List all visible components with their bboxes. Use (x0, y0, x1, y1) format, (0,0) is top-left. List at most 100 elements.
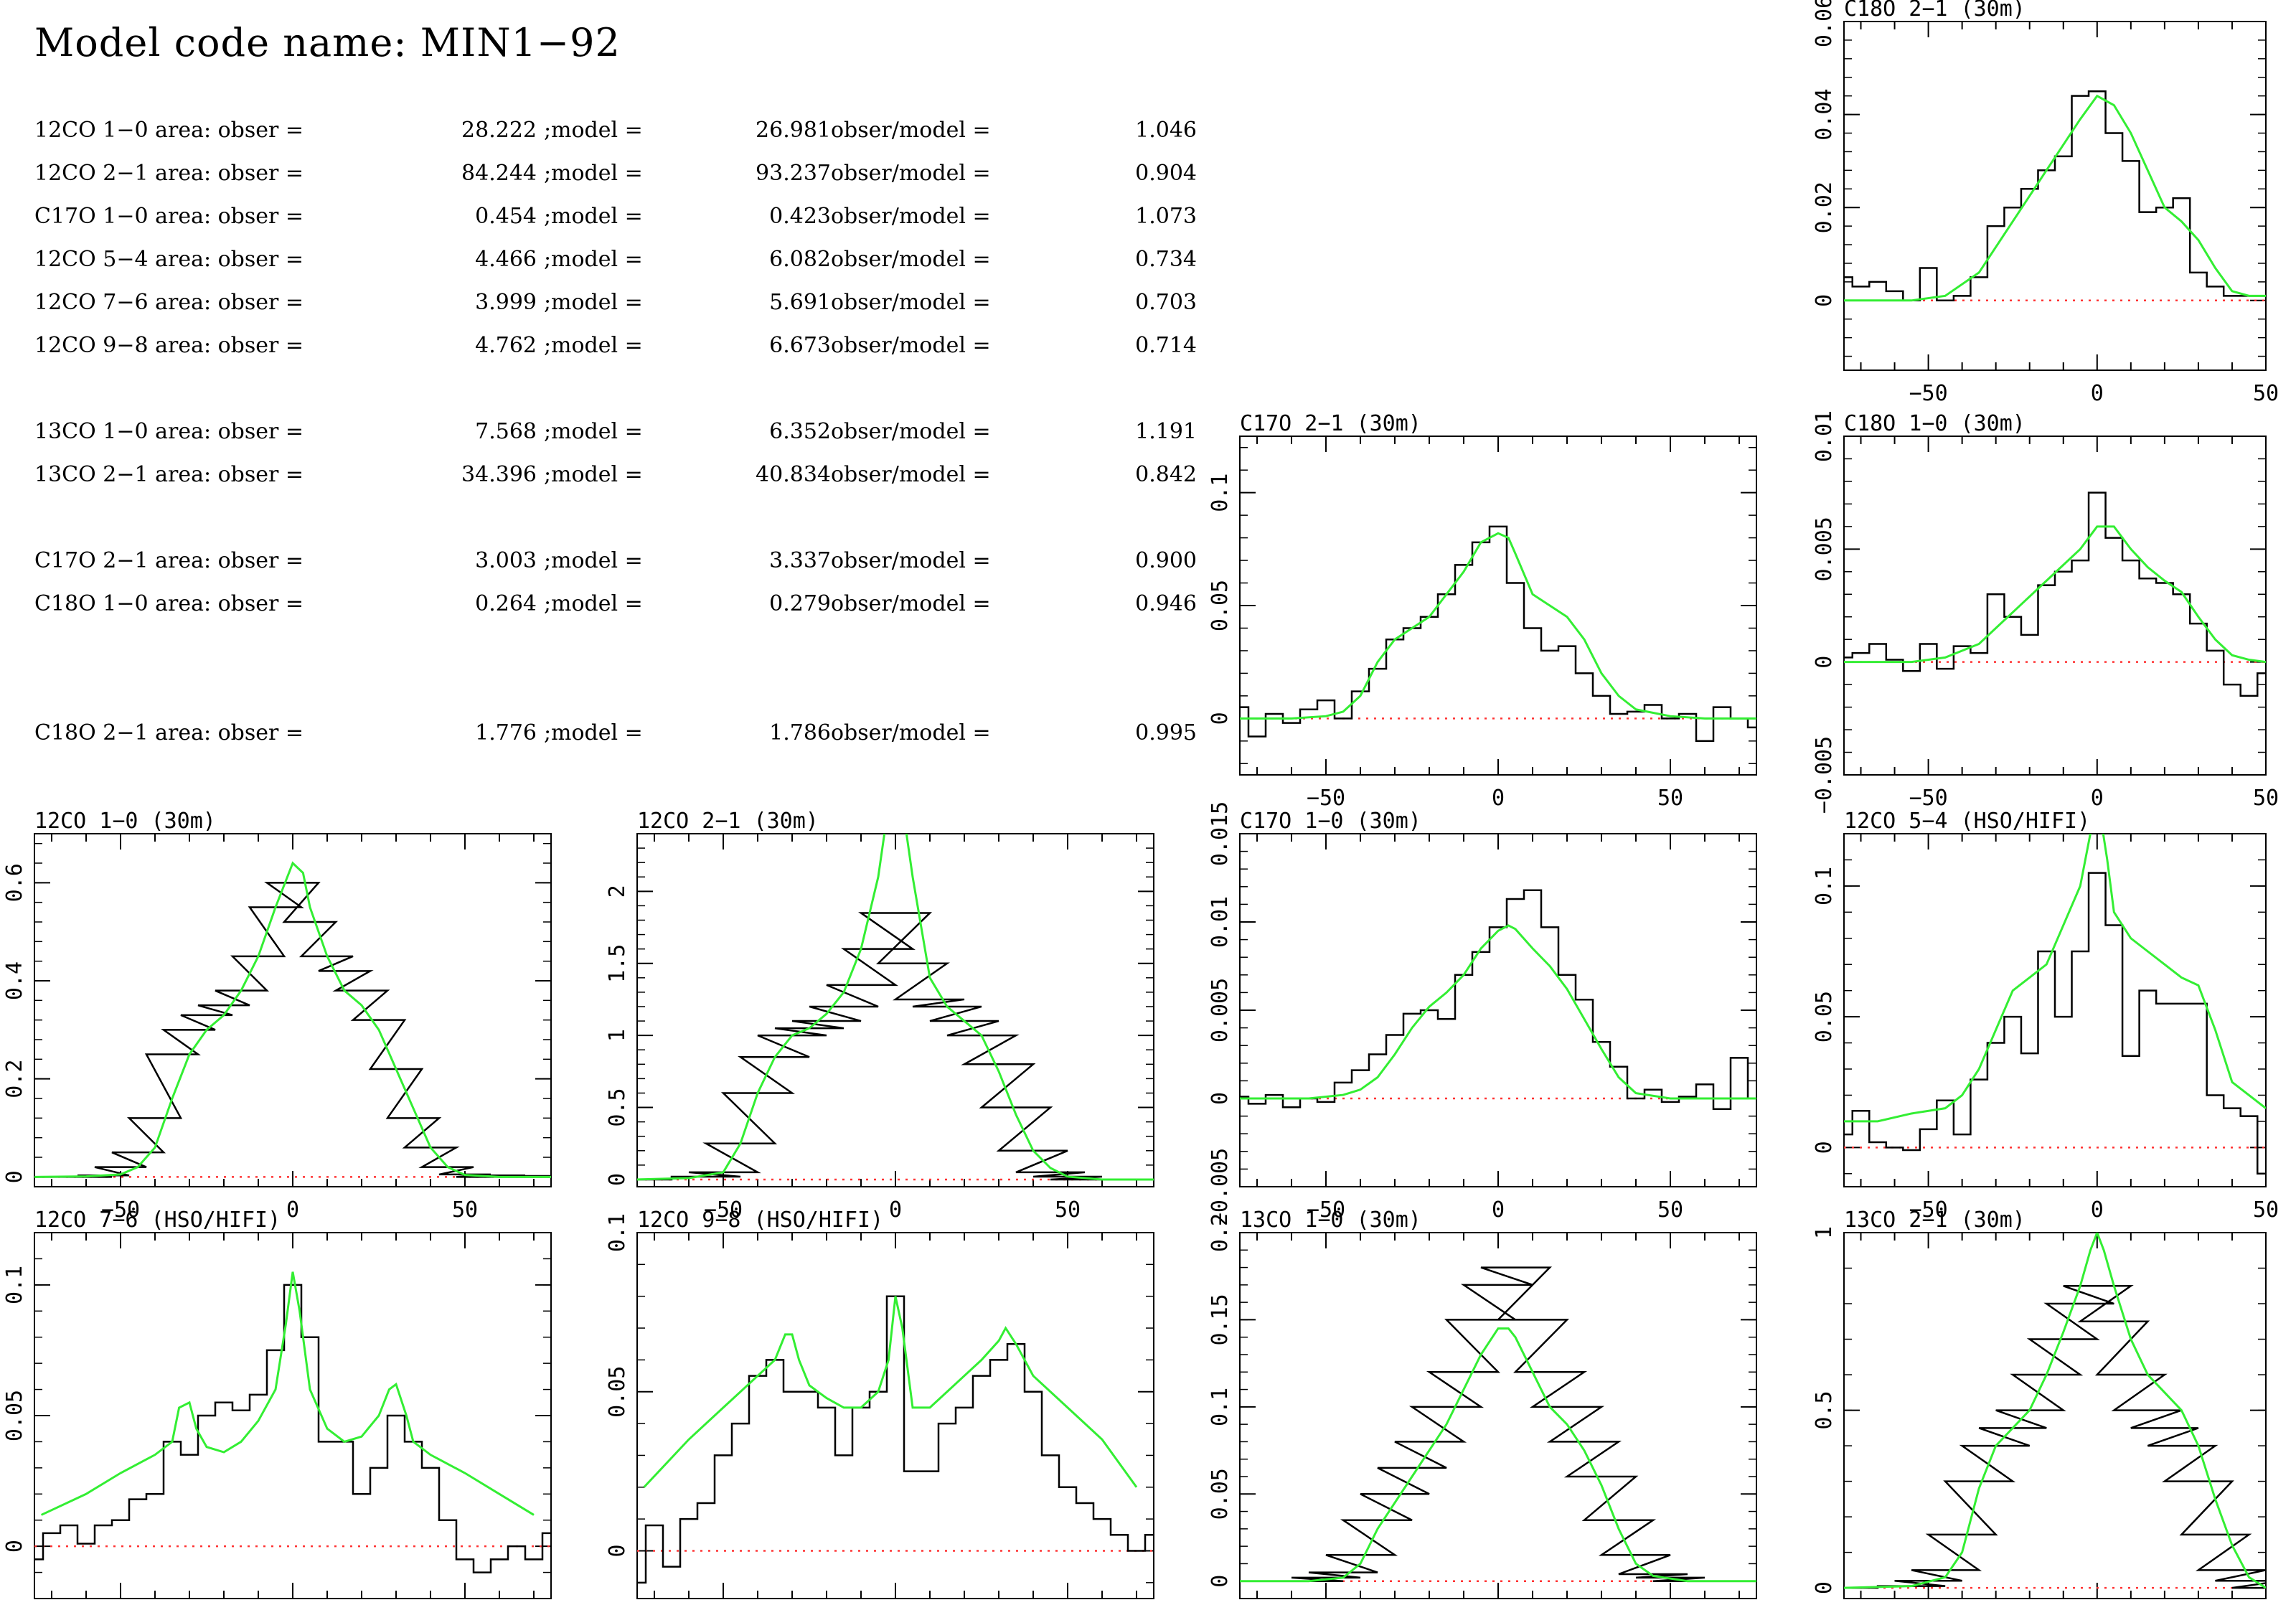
x-tick-label: 50 (1055, 1197, 1081, 1223)
stats-ratio: 0.900 (1135, 548, 1197, 573)
chart-title: 12CO 7−6 (HSO/HIFI) (34, 1208, 281, 1233)
stats-obs: 4.762 (475, 333, 537, 358)
y-tick-label: 0.005 (1812, 517, 1837, 581)
stats-semi: ; (544, 204, 552, 229)
stats-semi: ; (544, 118, 552, 143)
stats-semi: ; (544, 247, 552, 272)
y-tick-label: 0.04 (1812, 88, 1837, 140)
stats-model: 6.673 (769, 333, 831, 358)
y-tick-label: 0.15 (1208, 1294, 1233, 1345)
plot-frame (1239, 436, 1757, 776)
stats-ratio-label: obser/model = (831, 204, 991, 229)
y-tick-label: 0 (605, 1173, 630, 1186)
y-tick-label: 0 (1812, 1581, 1837, 1594)
x-tick-label: 0 (286, 1197, 299, 1223)
plot-frame (1843, 21, 2267, 371)
x-tick-label: −50 (704, 1197, 743, 1223)
stats-ratio-label: obser/model = (831, 462, 991, 487)
y-tick-label: 0 (1812, 1141, 1837, 1154)
stats-obs: 7.568 (475, 419, 537, 444)
stats-label: C18O 1−0 area: obser = (34, 591, 304, 616)
stats-model: 3.337 (769, 548, 831, 573)
stats-ratio-label: obser/model = (831, 548, 991, 573)
y-tick-label: 1.5 (605, 944, 630, 983)
stats-ratio-label: obser/model = (831, 333, 991, 358)
x-tick-label: −50 (1909, 381, 1948, 406)
area-ratio-table: 12CO 1−0 area: obser = 28.222; model = 26.9… (0, 0, 1220, 789)
stats-semi: ; (544, 333, 552, 358)
y-tick-label: 0.2 (1208, 1213, 1233, 1252)
stats-model-label: model = (551, 333, 643, 358)
y-tick-label: 0.1 (1208, 1388, 1233, 1426)
stats-obs: 0.264 (475, 591, 537, 616)
chart-title: 12CO 9−8 (HSO/HIFI) (637, 1208, 883, 1233)
stats-model-label: model = (551, 462, 643, 487)
observed-spectrum (637, 912, 1154, 1181)
x-tick-label: 50 (1657, 786, 1683, 811)
stats-obs: 28.222 (461, 118, 537, 143)
chart-panel-co54: 12CO 5−4 (HSO/HIFI) −50 0 50 0 0.05 0.1 (1812, 809, 2279, 1223)
model-spectrum (1844, 525, 2266, 664)
x-tick-label: 50 (2253, 786, 2279, 811)
page-title: Model code name: MIN1−92 (34, 20, 621, 65)
stats-ratio: 0.995 (1135, 720, 1197, 745)
stats-obs: 3.999 (475, 290, 537, 315)
x-tick-label: −50 (101, 1197, 140, 1223)
chart-title: 12CO 1−0 (30m) (34, 809, 216, 834)
stats-obs: 1.776 (475, 720, 537, 745)
stats-model: 5.691 (769, 290, 831, 315)
stats-semi: ; (544, 161, 552, 186)
chart-panel-c18o21: C18O 2−1 (30m) −50 0 50 0 0.02 0.04 0.06 (1812, 0, 2279, 406)
chart-title: 13CO 1−0 (30m) (1240, 1208, 1421, 1233)
observed-spectrum (1844, 90, 2266, 302)
plot-frame (1239, 833, 1757, 1187)
x-tick-label: −50 (1909, 786, 1948, 811)
stats-ratio-label: obser/model = (831, 591, 991, 616)
observed-spectrum (1844, 491, 2266, 697)
observed-spectrum (1240, 889, 1756, 1111)
chart-panel-co21: 12CO 2−1 (30m) −50 0 50 0 0.5 1 1.5 2 (605, 809, 1154, 1223)
model-spectrum (1240, 532, 1756, 720)
plot-frame (1239, 1232, 1757, 1599)
y-tick-label: 0 (1208, 712, 1233, 725)
stats-semi: ; (544, 290, 552, 315)
stats-ratio: 0.904 (1135, 161, 1197, 186)
y-tick-label: 0.2 (2, 1060, 27, 1098)
stats-model: 40.834 (756, 462, 831, 487)
plot-frame (34, 1232, 552, 1599)
stats-obs: 34.396 (461, 462, 537, 487)
stats-model-label: model = (551, 204, 643, 229)
y-tick-label: 0.4 (2, 961, 27, 1000)
stats-label: 12CO 5−4 area: obser = (34, 247, 304, 272)
model-spectrum (1240, 1327, 1756, 1583)
stats-ratio: 0.946 (1135, 591, 1197, 616)
stats-ratio: 1.191 (1135, 419, 1197, 444)
y-tick-label: 0.1 (1208, 474, 1233, 512)
y-tick-label: 0.5 (605, 1088, 630, 1126)
observed-spectrum (1844, 872, 2266, 1175)
stats-label: 13CO 2−1 area: obser = (34, 462, 304, 487)
x-tick-label: 0 (2091, 1197, 2104, 1223)
observed-spectrum (34, 882, 551, 1178)
observed-spectrum (34, 1284, 551, 1573)
stats-label: C17O 1−0 area: obser = (34, 204, 304, 229)
stats-label: 12CO 1−0 area: obser = (34, 118, 304, 143)
stats-ratio: 0.714 (1135, 333, 1197, 358)
x-tick-label: −50 (1307, 786, 1345, 811)
y-tick-label: 0 (1812, 294, 1837, 307)
observed-spectrum (1240, 525, 1756, 743)
x-tick-label: 0 (2091, 786, 2104, 811)
x-tick-label: 50 (2253, 381, 2279, 406)
plot-frame (1843, 1232, 2267, 1599)
stats-ratio-label: obser/model = (831, 161, 991, 186)
plot-frame (1843, 436, 2267, 776)
observed-spectrum (1844, 1285, 2266, 1589)
stats-ratio-label: obser/model = (831, 290, 991, 315)
plot-frame (1843, 833, 2267, 1187)
y-tick-label: 0.1 (2, 1266, 27, 1304)
x-tick-label: 50 (2253, 1197, 2279, 1223)
